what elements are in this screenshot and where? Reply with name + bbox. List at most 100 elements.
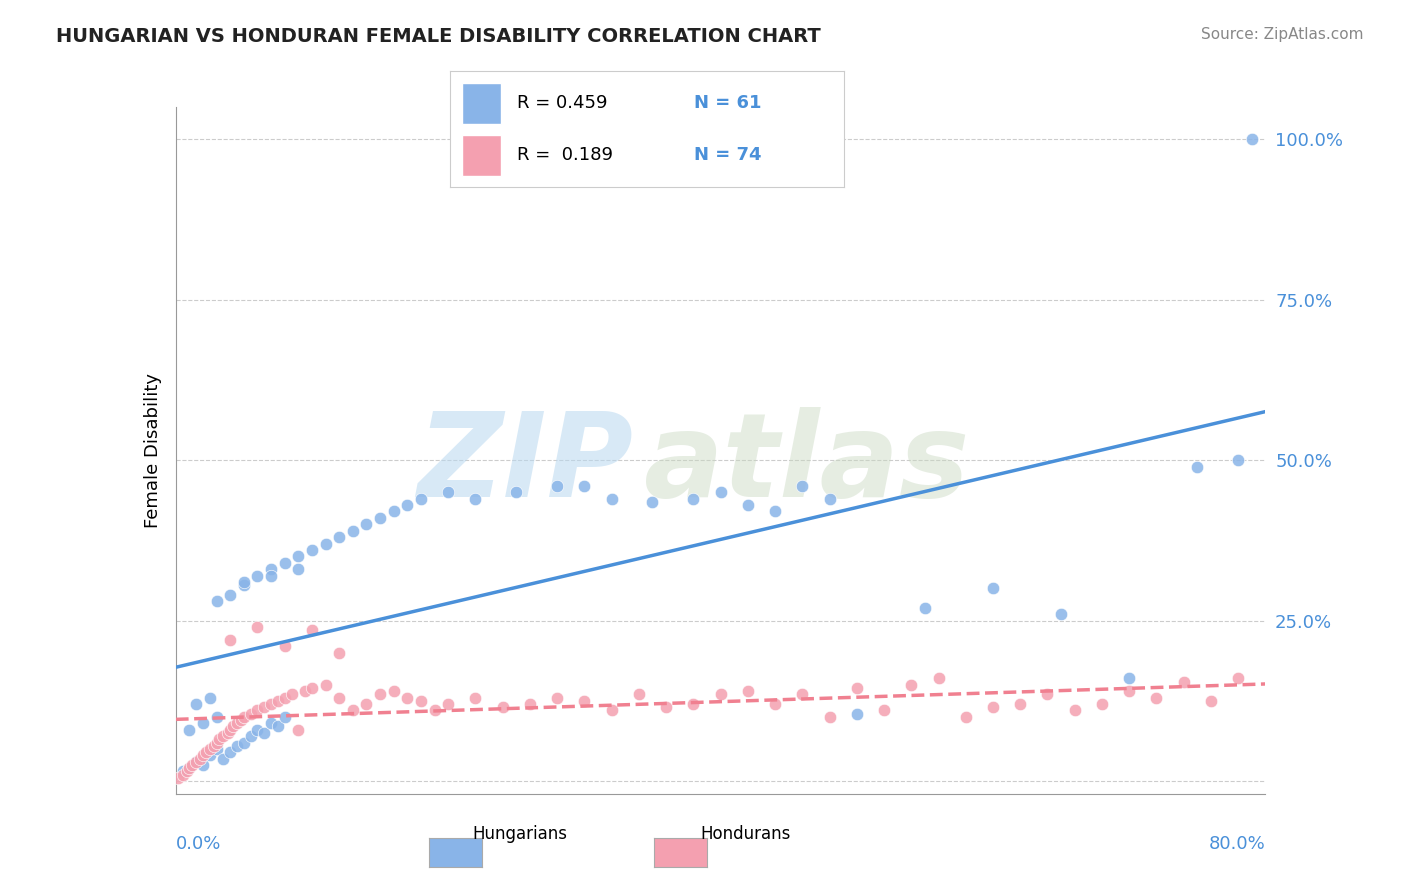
Point	[274, 639, 297, 653]
Point	[219, 745, 242, 759]
Point	[315, 536, 337, 550]
Point	[226, 716, 249, 731]
Point	[328, 690, 350, 705]
Point	[287, 723, 309, 737]
Point	[188, 751, 211, 765]
Point	[1227, 453, 1250, 467]
Point	[382, 504, 405, 518]
Point	[232, 735, 254, 749]
Point	[981, 700, 1004, 714]
Point	[205, 594, 228, 608]
Point	[546, 479, 568, 493]
Point	[574, 694, 596, 708]
Point	[1118, 671, 1140, 685]
Point	[914, 600, 936, 615]
Point	[1050, 607, 1073, 622]
Point	[222, 719, 245, 733]
Point	[600, 703, 623, 717]
Point	[212, 729, 235, 743]
Point	[186, 755, 208, 769]
Text: HUNGARIAN VS HONDURAN FEMALE DISABILITY CORRELATION CHART: HUNGARIAN VS HONDURAN FEMALE DISABILITY …	[56, 27, 821, 45]
Point	[172, 764, 194, 779]
Point	[1063, 703, 1085, 717]
Point	[301, 681, 323, 695]
Point	[792, 687, 814, 701]
Point	[181, 758, 204, 772]
Point	[682, 491, 704, 506]
Point	[179, 761, 201, 775]
Point	[253, 726, 276, 740]
Text: 0.0%: 0.0%	[176, 835, 221, 853]
Text: Source: ZipAtlas.com: Source: ZipAtlas.com	[1201, 27, 1364, 42]
Point	[202, 739, 225, 753]
Point	[246, 568, 269, 582]
Point	[176, 764, 198, 779]
Point	[409, 491, 432, 506]
Point	[519, 697, 541, 711]
Point	[1187, 459, 1209, 474]
Point	[260, 562, 283, 576]
Point	[219, 632, 242, 647]
Point	[208, 732, 231, 747]
Point	[928, 671, 950, 685]
Point	[492, 700, 515, 714]
Point	[205, 710, 228, 724]
Point	[267, 694, 290, 708]
Point	[274, 690, 297, 705]
Point	[818, 491, 841, 506]
Point	[260, 716, 283, 731]
Text: R = 0.459: R = 0.459	[517, 94, 607, 112]
Point	[246, 620, 269, 634]
Point	[274, 710, 297, 724]
Point	[232, 575, 254, 590]
Point	[194, 745, 217, 759]
Point	[342, 703, 364, 717]
Point	[464, 690, 486, 705]
Point	[246, 703, 269, 717]
Point	[1240, 132, 1263, 146]
Point	[356, 517, 378, 532]
Point	[845, 706, 868, 721]
Point	[179, 723, 201, 737]
Point	[186, 755, 208, 769]
Point	[198, 742, 221, 756]
Point	[246, 723, 269, 737]
Point	[546, 690, 568, 705]
Text: 80.0%: 80.0%	[1209, 835, 1265, 853]
Point	[464, 491, 486, 506]
Point	[328, 530, 350, 544]
Text: Hondurans: Hondurans	[700, 825, 790, 843]
Point	[763, 504, 786, 518]
Point	[710, 687, 733, 701]
Point	[1091, 697, 1114, 711]
Point	[900, 678, 922, 692]
Point	[1036, 687, 1059, 701]
Point	[186, 697, 208, 711]
Point	[191, 758, 214, 772]
Point	[682, 697, 704, 711]
Point	[205, 735, 228, 749]
Text: ZIP: ZIP	[418, 407, 633, 522]
Point	[198, 690, 221, 705]
Point	[710, 485, 733, 500]
Point	[396, 498, 419, 512]
Point	[382, 684, 405, 698]
Point	[179, 761, 201, 775]
Text: N = 74: N = 74	[695, 146, 762, 164]
Point	[267, 719, 290, 733]
Point	[845, 681, 868, 695]
Point	[396, 690, 419, 705]
Point	[253, 700, 276, 714]
Point	[342, 524, 364, 538]
Point	[198, 748, 221, 763]
Point	[280, 687, 302, 701]
Point	[955, 710, 977, 724]
Point	[1118, 684, 1140, 698]
Point	[260, 697, 283, 711]
Text: N = 61: N = 61	[695, 94, 762, 112]
Point	[239, 706, 262, 721]
Point	[217, 726, 239, 740]
Point	[641, 495, 664, 509]
Point	[212, 751, 235, 765]
Text: R =  0.189: R = 0.189	[517, 146, 613, 164]
